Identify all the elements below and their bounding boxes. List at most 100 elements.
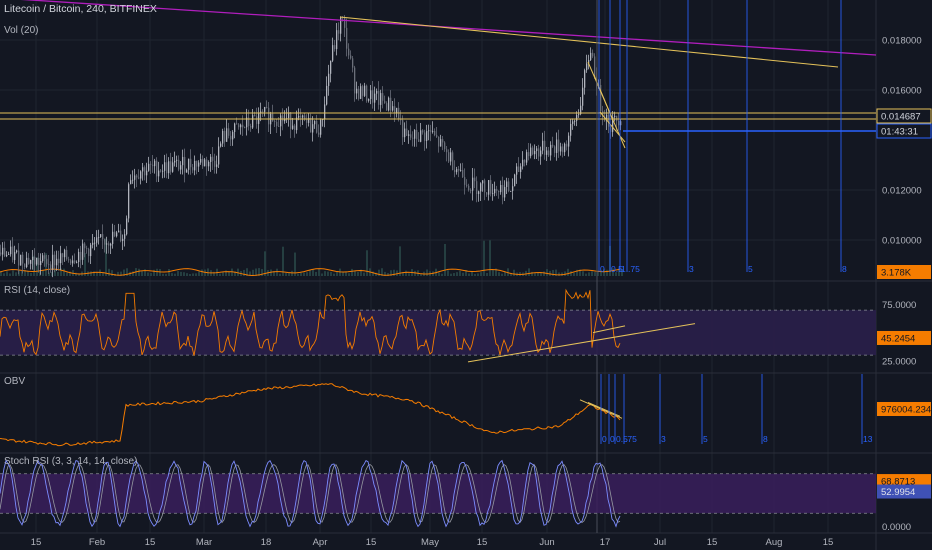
candle-body xyxy=(564,143,566,153)
volume-bar xyxy=(291,270,293,276)
time-tick-label: 15 xyxy=(823,537,834,548)
price-pane[interactable]: 0 0.51.75 3 5 8 xyxy=(0,0,877,533)
candle-body xyxy=(126,218,128,235)
price-drawings xyxy=(0,0,877,533)
volume-bar xyxy=(315,271,317,276)
candle-body xyxy=(16,250,18,253)
candle-body xyxy=(72,260,74,264)
candle-body xyxy=(300,115,302,118)
candle-body xyxy=(554,146,556,153)
volume-bar xyxy=(474,273,476,276)
candle-body xyxy=(208,162,210,167)
volume-bar xyxy=(360,269,362,276)
volume-bar xyxy=(327,271,329,276)
candle-body xyxy=(516,166,518,175)
last-price-label-text: 0.014687 xyxy=(881,112,921,123)
volume-bar xyxy=(462,272,464,276)
candle-body xyxy=(150,163,152,165)
candle-body xyxy=(614,115,616,118)
candle-body xyxy=(530,147,532,157)
obv-line xyxy=(0,383,621,447)
volume-bar xyxy=(177,271,179,276)
candle-body xyxy=(566,143,568,147)
candle-body xyxy=(344,17,346,28)
volume-bar xyxy=(174,273,176,276)
volume-bar xyxy=(375,272,377,276)
volume-bar xyxy=(402,271,404,276)
volume-label: Vol (20) xyxy=(4,25,38,36)
stoch-rsi-pane[interactable] xyxy=(0,459,876,528)
candle-body xyxy=(56,258,58,266)
candle-body xyxy=(256,116,258,124)
candle-body xyxy=(358,88,360,99)
candle-body xyxy=(298,115,300,118)
candle-body xyxy=(166,162,168,174)
candle-body xyxy=(220,143,222,147)
candle-body xyxy=(518,166,520,173)
candle-body xyxy=(548,150,550,156)
time-axis[interactable]: 15 Feb 15 Mar 18 Apr 15 May 15 Jun 17 Jul 15 Aug 15 xyxy=(31,537,834,548)
candle-body xyxy=(398,107,400,120)
fib-time-label: 8 xyxy=(842,264,847,274)
candle-body xyxy=(472,177,474,191)
rsi-pane[interactable] xyxy=(0,288,876,363)
candle-body xyxy=(132,179,134,181)
volume-bar xyxy=(3,273,5,276)
volume-bar xyxy=(192,273,194,276)
stoch-d-value-label: 52.9954 xyxy=(877,484,931,499)
candle-body xyxy=(570,123,572,136)
time-tick-label: 15 xyxy=(707,537,718,548)
candle-body xyxy=(484,180,486,193)
volume-bar xyxy=(63,268,65,276)
volume-bar xyxy=(138,268,140,276)
volume-bar xyxy=(621,268,623,276)
volume-bar xyxy=(147,272,149,276)
volume-bar xyxy=(528,268,530,276)
volume-bar xyxy=(420,273,422,276)
obv-pane[interactable]: 0 0 0.5.75 3 5 8 13 xyxy=(0,374,873,447)
volume-bar xyxy=(219,273,221,276)
candle-body xyxy=(2,247,4,255)
candle-body xyxy=(134,175,136,180)
candle-body xyxy=(306,119,308,123)
volume-bar xyxy=(489,240,491,276)
candle-body xyxy=(336,30,338,50)
candle-body xyxy=(480,183,482,192)
volume-bar xyxy=(117,271,119,276)
candle-body xyxy=(94,242,96,244)
volume-bar xyxy=(486,272,488,276)
candle-body xyxy=(420,130,422,142)
candle-body xyxy=(476,181,478,195)
volume-bar xyxy=(348,273,350,276)
candle-body xyxy=(188,158,190,170)
volume-bar xyxy=(75,272,77,276)
candle-body xyxy=(176,159,178,161)
candle-body xyxy=(114,231,116,237)
candle-body xyxy=(104,239,106,245)
volume-bar xyxy=(321,273,323,276)
obv-fib-time-label: 0 xyxy=(602,434,607,444)
volume-bar xyxy=(618,268,620,276)
candle-body xyxy=(568,135,570,147)
candle-body xyxy=(262,111,264,113)
candle-body xyxy=(580,105,582,115)
time-tick-label: Jun xyxy=(539,537,554,548)
volume-bar xyxy=(171,273,173,276)
candle-body xyxy=(42,255,44,262)
volume-bar xyxy=(573,272,575,276)
candle-body xyxy=(124,234,126,239)
candle-body xyxy=(40,261,42,266)
price-scale[interactable]: 0.018000 0.016000 0.012000 0.010000 75.0000 2… xyxy=(876,36,932,533)
volume-bar xyxy=(597,271,599,276)
candle-body xyxy=(156,160,158,177)
volume-bar xyxy=(459,270,461,276)
fib-time-label: .75 xyxy=(628,264,640,274)
candle-body xyxy=(112,231,114,244)
candle-body xyxy=(424,132,426,141)
candle-body xyxy=(504,187,506,198)
candle-body xyxy=(148,163,150,171)
volume-ma-line xyxy=(0,268,621,277)
candle-body xyxy=(422,130,424,133)
stoch-rsi-title: Stoch RSI (3, 3, 14, 14, close) xyxy=(4,456,137,467)
